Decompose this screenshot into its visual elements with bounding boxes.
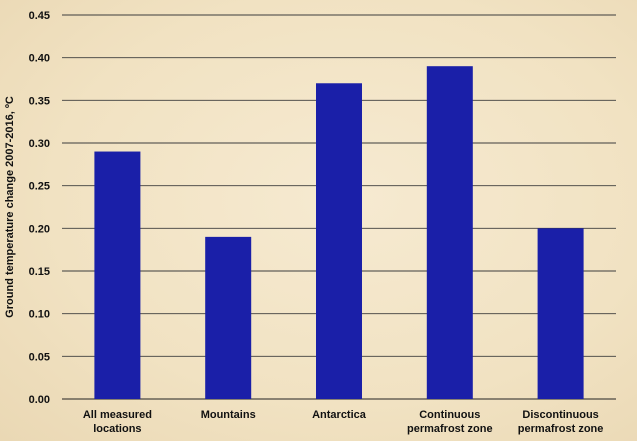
y-tick-label: 0.10 (29, 309, 50, 321)
bar (426, 66, 473, 399)
y-tick-label: 0.35 (29, 95, 50, 107)
x-category-label: Continuous permafrost zone (407, 409, 493, 435)
y-tick-label: 0.25 (29, 181, 50, 193)
y-tick-labels: 0.00 0.05 0.10 0.15 0.20 0.25 0.30 0.35 0.40 0.45 (29, 10, 50, 406)
x-category-labels: All measured locations Mountains Antarctica… (83, 409, 604, 435)
y-tick-label: 0.00 (29, 394, 50, 406)
y-tick-label: 0.20 (29, 223, 50, 235)
bar (316, 83, 362, 400)
y-tick-label: 0.15 (29, 266, 50, 278)
bar (205, 236, 252, 399)
bar (94, 151, 141, 399)
bars (94, 66, 584, 400)
x-category-label: Antarctica (312, 409, 367, 421)
bar (537, 228, 584, 399)
y-tick-label: 0.45 (29, 10, 50, 22)
x-category-label: All measured locations (83, 409, 152, 435)
x-category-label: Mountains (201, 409, 256, 421)
y-tick-label: 0.30 (29, 138, 50, 150)
y-axis-title: Ground temperature change 2007-2016, ºC (4, 96, 16, 318)
y-tick-label: 0.40 (29, 53, 50, 65)
y-tick-label: 0.05 (29, 351, 50, 363)
x-category-label: Discontinuous permafrost zone (518, 409, 604, 435)
